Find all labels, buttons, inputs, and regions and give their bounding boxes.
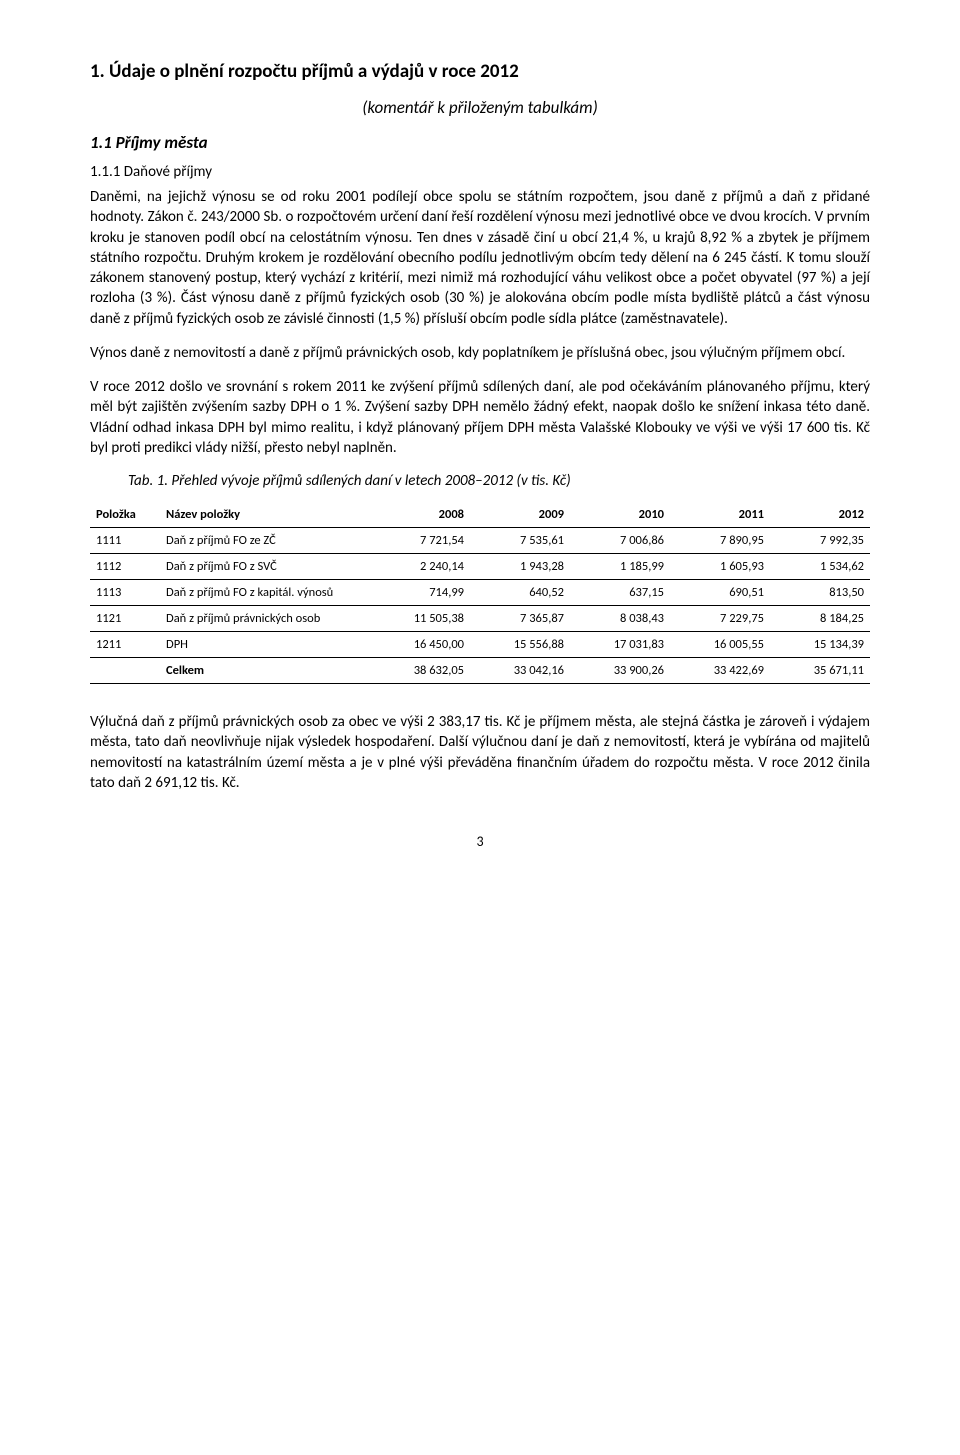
cell: 1111 [90, 528, 160, 554]
cell: 813,50 [770, 580, 870, 606]
col-2010: 2010 [570, 502, 670, 528]
table-row: 1111 Daň z příjmů FO ze ZČ 7 721,54 7 53… [90, 528, 870, 554]
cell [90, 658, 160, 684]
subtitle-comment: (komentář k přiloženým tabulkám) [90, 97, 870, 118]
cell: 8 038,43 [570, 606, 670, 632]
table-header-row: Položka Název položky 2008 2009 2010 201… [90, 502, 870, 528]
cell: 1 534,62 [770, 554, 870, 580]
cell: 8 184,25 [770, 606, 870, 632]
col-2008: 2008 [370, 502, 470, 528]
cell: 2 240,14 [370, 554, 470, 580]
col-nazev: Název položky [160, 502, 370, 528]
table-total-row: Celkem 38 632,05 33 042,16 33 900,26 33 … [90, 658, 870, 684]
cell: 714,99 [370, 580, 470, 606]
cell: 16 450,00 [370, 632, 470, 658]
cell: Daň z příjmů FO ze ZČ [160, 528, 370, 554]
cell: 1112 [90, 554, 160, 580]
cell: 33 900,26 [570, 658, 670, 684]
cell: 33 422,69 [670, 658, 770, 684]
cell: 1121 [90, 606, 160, 632]
paragraph-2: Výnos daně z nemovitostí a daně z příjmů… [90, 343, 870, 363]
table-body: 1111 Daň z příjmů FO ze ZČ 7 721,54 7 53… [90, 528, 870, 684]
cell: 690,51 [670, 580, 770, 606]
cell: 640,52 [470, 580, 570, 606]
table-caption: Tab. 1. Přehled vývoje příjmů sdílených … [128, 472, 870, 490]
table-row: 1112 Daň z příjmů FO z SVČ 2 240,14 1 94… [90, 554, 870, 580]
cell: 637,15 [570, 580, 670, 606]
cell-total-label: Celkem [160, 658, 370, 684]
cell: 16 005,55 [670, 632, 770, 658]
heading-1: 1. Údaje o plnění rozpočtu příjmů a výda… [90, 60, 870, 83]
paragraph-3: V roce 2012 došlo ve srovnání s rokem 20… [90, 377, 870, 458]
cell: Daň z příjmů právnických osob [160, 606, 370, 632]
cell: 7 721,54 [370, 528, 470, 554]
paragraph-1: Daněmi, na jejichž výnosu se od roku 200… [90, 187, 870, 329]
cell: 7 535,61 [470, 528, 570, 554]
heading-2: 1.1 Příjmy města [90, 132, 870, 153]
cell: 1 185,99 [570, 554, 670, 580]
cell: 15 556,88 [470, 632, 570, 658]
tax-revenue-table: Položka Název položky 2008 2009 2010 201… [90, 502, 870, 684]
heading-3: 1.1.1 Daňové příjmy [90, 163, 870, 181]
cell: 1 943,28 [470, 554, 570, 580]
cell: 7 365,87 [470, 606, 570, 632]
col-2009: 2009 [470, 502, 570, 528]
cell: 1211 [90, 632, 160, 658]
cell: 1 605,93 [670, 554, 770, 580]
paragraph-4: Výlučná daň z příjmů právnických osob za… [90, 712, 870, 793]
cell: 7 006,86 [570, 528, 670, 554]
cell: 7 890,95 [670, 528, 770, 554]
col-2011: 2011 [670, 502, 770, 528]
cell: 35 671,11 [770, 658, 870, 684]
cell: 1113 [90, 580, 160, 606]
cell: 11 505,38 [370, 606, 470, 632]
cell: Daň z příjmů FO z SVČ [160, 554, 370, 580]
page-number: 3 [90, 833, 870, 850]
cell: Daň z příjmů FO z kapitál. výnosů [160, 580, 370, 606]
table-row: 1121 Daň z příjmů právnických osob 11 50… [90, 606, 870, 632]
cell: 38 632,05 [370, 658, 470, 684]
cell: 33 042,16 [470, 658, 570, 684]
cell: 15 134,39 [770, 632, 870, 658]
cell: 17 031,83 [570, 632, 670, 658]
table-row: 1211 DPH 16 450,00 15 556,88 17 031,83 1… [90, 632, 870, 658]
col-2012: 2012 [770, 502, 870, 528]
table-row: 1113 Daň z příjmů FO z kapitál. výnosů 7… [90, 580, 870, 606]
cell: 7 229,75 [670, 606, 770, 632]
col-polozka: Položka [90, 502, 160, 528]
cell: DPH [160, 632, 370, 658]
cell: 7 992,35 [770, 528, 870, 554]
